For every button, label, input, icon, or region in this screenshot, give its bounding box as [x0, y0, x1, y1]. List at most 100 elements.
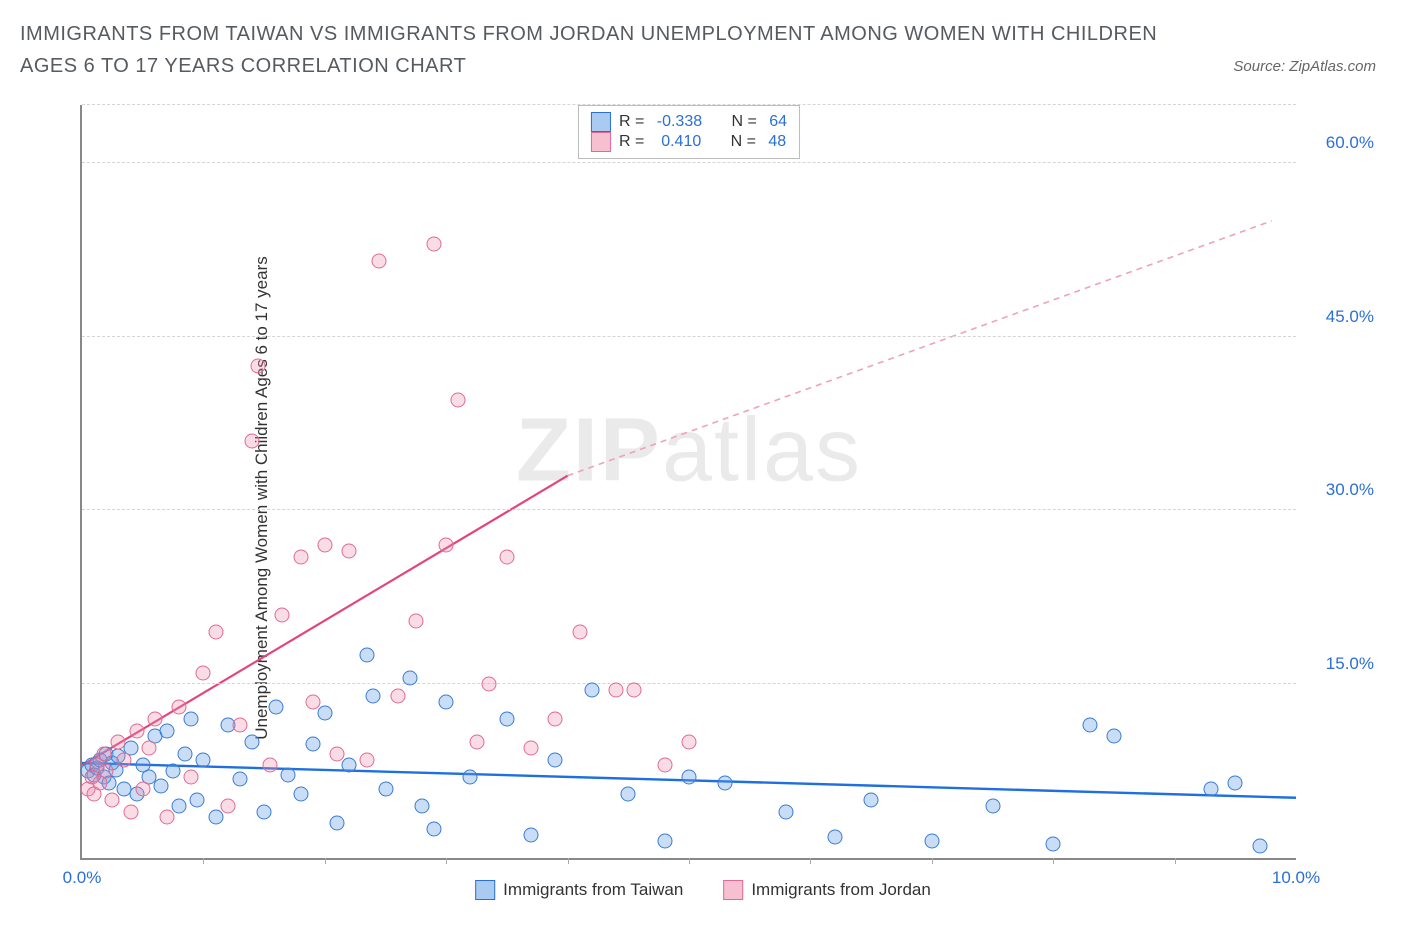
- data-point: [147, 712, 162, 727]
- data-point: [360, 648, 375, 663]
- data-point: [524, 740, 539, 755]
- legend-stats-row-jordan: R = 0.410 N = 48: [591, 132, 787, 152]
- data-point: [451, 393, 466, 408]
- data-point: [481, 677, 496, 692]
- gridline-h: [82, 104, 1296, 105]
- data-point: [293, 787, 308, 802]
- x-tick-mark: [203, 858, 204, 864]
- gridline-h: [82, 509, 1296, 510]
- data-point: [244, 735, 259, 750]
- data-point: [1204, 781, 1219, 796]
- r-label: R =: [619, 133, 649, 151]
- data-point: [257, 804, 272, 819]
- legend-swatch-taiwan-icon: [475, 880, 495, 900]
- legend-swatch-jordan: [591, 132, 611, 152]
- y-tick-label: 30.0%: [1326, 480, 1374, 500]
- data-point: [111, 735, 126, 750]
- data-point: [779, 804, 794, 819]
- plot-area: ZIPatlas R = -0.338 N = 64 R = 0.410 N =…: [80, 105, 1296, 860]
- data-point: [159, 810, 174, 825]
- x-tick-label: 0.0%: [63, 868, 102, 888]
- data-point: [208, 810, 223, 825]
- n-label: N =: [731, 133, 761, 151]
- data-point: [469, 735, 484, 750]
- data-point: [123, 804, 138, 819]
- data-point: [178, 746, 193, 761]
- data-point: [342, 758, 357, 773]
- data-point: [305, 737, 320, 752]
- source-label: Source:: [1233, 58, 1289, 75]
- y-tick-label: 60.0%: [1326, 133, 1374, 153]
- x-tick-mark: [446, 858, 447, 864]
- legend-label-taiwan: Immigrants from Taiwan: [503, 880, 683, 900]
- x-tick-mark: [325, 858, 326, 864]
- data-point: [609, 683, 624, 698]
- data-point: [263, 758, 278, 773]
- data-point: [275, 607, 290, 622]
- r-value-jordan: 0.410: [657, 133, 702, 151]
- data-point: [439, 538, 454, 553]
- data-point: [864, 793, 879, 808]
- legend-label-jordan: Immigrants from Jordan: [751, 880, 931, 900]
- data-point: [1228, 775, 1243, 790]
- legend-stats-box: R = -0.338 N = 64 R = 0.410 N = 48: [578, 105, 800, 159]
- data-point: [414, 798, 429, 813]
- data-point: [317, 538, 332, 553]
- data-point: [682, 769, 697, 784]
- data-point: [117, 752, 132, 767]
- data-point: [924, 833, 939, 848]
- data-point: [329, 816, 344, 831]
- data-point: [1106, 729, 1121, 744]
- legend-swatch-jordan-icon: [723, 880, 743, 900]
- r-value-taiwan: -0.338: [657, 113, 702, 131]
- data-point: [232, 772, 247, 787]
- x-tick-mark: [568, 858, 569, 864]
- source-attribution: Source: ZipAtlas.com: [1233, 58, 1376, 75]
- data-point: [172, 700, 187, 715]
- chart-container: Unemployment Among Women with Children A…: [20, 95, 1386, 900]
- gridline-h: [82, 336, 1296, 337]
- data-point: [427, 237, 442, 252]
- n-label: N =: [731, 113, 761, 131]
- gridline-h: [82, 162, 1296, 163]
- x-tick-label: 10.0%: [1272, 868, 1320, 888]
- legend-stats-row-taiwan: R = -0.338 N = 64: [591, 112, 787, 132]
- data-point: [184, 769, 199, 784]
- n-value-jordan: 48: [768, 133, 786, 151]
- data-point: [232, 717, 247, 732]
- data-point: [499, 712, 514, 727]
- data-point: [196, 752, 211, 767]
- y-tick-label: 45.0%: [1326, 307, 1374, 327]
- chart-title: IMMIGRANTS FROM TAIWAN VS IMMIGRANTS FRO…: [20, 18, 1186, 82]
- source-link[interactable]: ZipAtlas.com: [1289, 58, 1376, 75]
- data-point: [827, 830, 842, 845]
- data-point: [305, 694, 320, 709]
- data-point: [427, 822, 442, 837]
- trend-line: [568, 221, 1272, 476]
- data-point: [499, 549, 514, 564]
- legend-item-taiwan: Immigrants from Taiwan: [475, 880, 683, 900]
- data-point: [463, 769, 478, 784]
- data-point: [360, 752, 375, 767]
- data-point: [627, 683, 642, 698]
- data-point: [439, 694, 454, 709]
- data-point: [378, 781, 393, 796]
- data-point: [196, 665, 211, 680]
- data-point: [342, 544, 357, 559]
- data-point: [166, 764, 181, 779]
- data-point: [159, 723, 174, 738]
- data-point: [281, 767, 296, 782]
- data-point: [190, 793, 205, 808]
- data-point: [153, 779, 168, 794]
- data-point: [269, 700, 284, 715]
- data-point: [372, 254, 387, 269]
- data-point: [390, 688, 405, 703]
- data-point: [366, 688, 381, 703]
- x-tick-mark: [1053, 858, 1054, 864]
- data-point: [317, 706, 332, 721]
- data-point: [621, 787, 636, 802]
- data-point: [329, 746, 344, 761]
- data-point: [184, 712, 199, 727]
- data-point: [548, 712, 563, 727]
- y-tick-label: 15.0%: [1326, 654, 1374, 674]
